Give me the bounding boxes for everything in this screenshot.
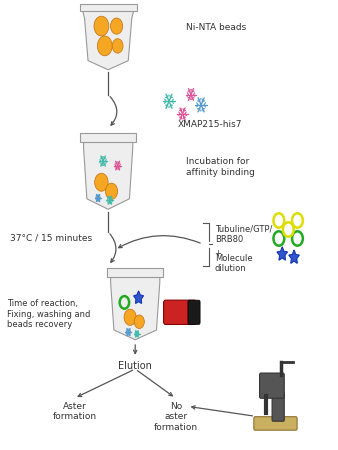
- Circle shape: [95, 173, 108, 191]
- Circle shape: [97, 36, 112, 56]
- Text: Molecule
dilution: Molecule dilution: [215, 254, 252, 274]
- Polygon shape: [107, 268, 164, 277]
- Text: Tubuline/GTP/
BRB80: Tubuline/GTP/ BRB80: [215, 225, 272, 244]
- Text: No
aster
formation: No aster formation: [154, 402, 198, 432]
- Text: +: +: [215, 248, 221, 257]
- FancyBboxPatch shape: [188, 300, 200, 324]
- Polygon shape: [80, 133, 137, 142]
- Circle shape: [112, 39, 123, 53]
- Text: Aster
formation: Aster formation: [52, 402, 96, 421]
- Circle shape: [134, 315, 144, 328]
- Text: Elution: Elution: [118, 361, 152, 371]
- Polygon shape: [82, 9, 134, 70]
- Polygon shape: [277, 247, 287, 260]
- Circle shape: [124, 309, 136, 325]
- Text: 37°C / 15 minutes: 37°C / 15 minutes: [10, 233, 92, 242]
- FancyBboxPatch shape: [260, 373, 284, 398]
- Polygon shape: [83, 140, 133, 209]
- FancyBboxPatch shape: [164, 300, 196, 324]
- Text: Incubation for
affinity binding: Incubation for affinity binding: [186, 158, 255, 177]
- FancyBboxPatch shape: [272, 392, 284, 421]
- Polygon shape: [111, 274, 160, 340]
- Polygon shape: [289, 250, 299, 263]
- Circle shape: [111, 18, 123, 34]
- Circle shape: [105, 183, 118, 199]
- Text: XMAP215-his7: XMAP215-his7: [177, 120, 242, 129]
- Polygon shape: [134, 291, 143, 303]
- Circle shape: [94, 16, 109, 36]
- FancyBboxPatch shape: [254, 417, 297, 430]
- Text: Ni-NTA beads: Ni-NTA beads: [186, 22, 246, 32]
- Polygon shape: [79, 4, 137, 11]
- Text: Time of reaction,
Fixing, washing and
beads recovery: Time of reaction, Fixing, washing and be…: [7, 299, 90, 329]
